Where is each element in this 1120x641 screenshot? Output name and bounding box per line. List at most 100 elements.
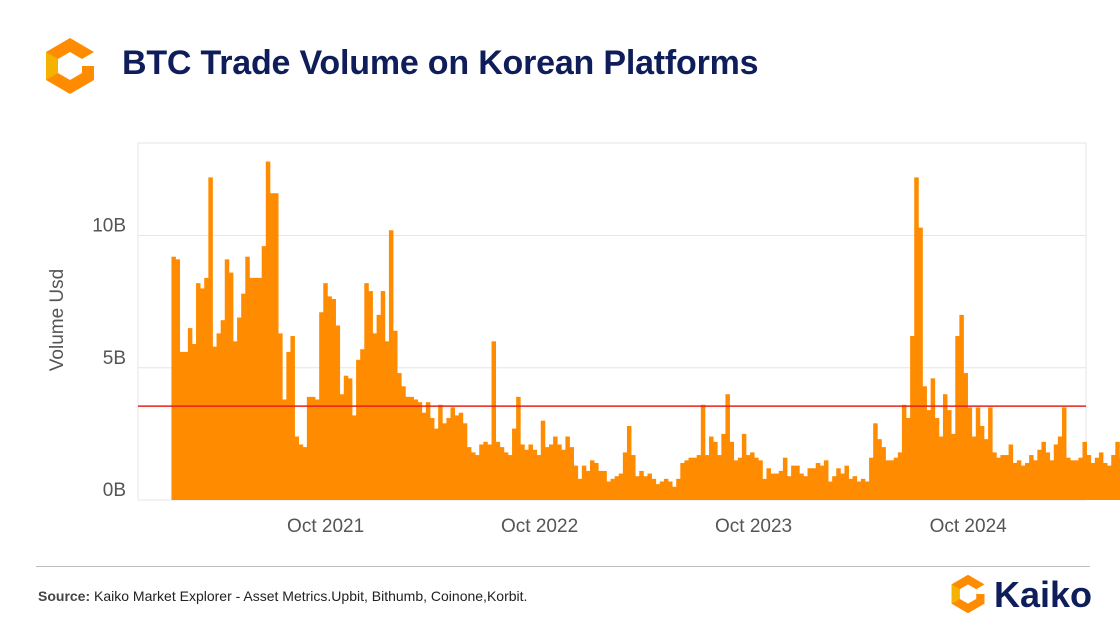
volume-bar bbox=[1012, 462, 1018, 500]
volume-bar bbox=[918, 227, 923, 500]
volume-bar bbox=[397, 373, 402, 500]
volume-bar bbox=[663, 478, 669, 500]
volume-bar bbox=[458, 412, 464, 500]
volume-bar bbox=[910, 336, 915, 500]
volume-bar bbox=[618, 473, 624, 500]
volume-bar bbox=[1066, 457, 1071, 500]
volume-bar bbox=[733, 460, 739, 500]
volume-bar bbox=[278, 333, 283, 500]
volume-bar bbox=[791, 465, 796, 500]
volume-bar bbox=[208, 177, 213, 500]
volume-bar bbox=[836, 468, 841, 500]
volume-bar bbox=[294, 436, 300, 500]
volume-bar bbox=[975, 407, 981, 500]
volume-bar bbox=[1016, 460, 1022, 500]
volume-bar bbox=[992, 452, 997, 500]
source-text: Kaiko Market Explorer - Asset Metrics.Up… bbox=[94, 588, 528, 604]
x-tick-label: Oct 2023 bbox=[715, 516, 792, 537]
volume-bar bbox=[594, 462, 599, 500]
kaiko-hexagon-logo-icon bbox=[951, 574, 985, 614]
volume-bar bbox=[606, 481, 611, 500]
volume-bar bbox=[257, 277, 263, 500]
volume-bar bbox=[721, 433, 726, 500]
volume-bar bbox=[438, 404, 443, 500]
volume-bar bbox=[1029, 455, 1034, 500]
volume-bar bbox=[298, 444, 304, 500]
volume-bar bbox=[315, 399, 320, 500]
volume-bar bbox=[343, 375, 349, 500]
volume-bar bbox=[815, 462, 821, 500]
volume-bar bbox=[959, 314, 964, 500]
volume-bar bbox=[614, 476, 620, 500]
volume-bar bbox=[323, 283, 328, 500]
volume-bar bbox=[512, 428, 517, 500]
volume-bar bbox=[265, 161, 271, 500]
volume-bar bbox=[622, 452, 628, 500]
brand-name: Kaiko bbox=[994, 574, 1093, 615]
volume-bar bbox=[528, 444, 533, 500]
volume-bar bbox=[590, 460, 595, 500]
volume-bar bbox=[1115, 441, 1120, 500]
volume-bar bbox=[823, 460, 829, 500]
volume-bar bbox=[795, 465, 800, 500]
x-tick-label: Oct 2022 bbox=[501, 516, 578, 537]
volume-bar bbox=[454, 415, 460, 500]
volume-bar bbox=[569, 447, 574, 500]
volume-bar bbox=[717, 455, 722, 500]
volume-bar bbox=[368, 291, 373, 500]
volume-bar bbox=[393, 330, 398, 500]
volume-bar bbox=[1090, 462, 1096, 500]
volume-bar bbox=[196, 283, 201, 500]
volume-bar bbox=[877, 439, 882, 500]
volume-bar bbox=[696, 455, 702, 500]
volume-bar bbox=[553, 436, 558, 500]
volume-bar bbox=[971, 436, 977, 500]
volume-bar bbox=[413, 399, 419, 500]
volume-bar bbox=[548, 444, 554, 500]
volume-bar bbox=[274, 193, 279, 501]
volume-bar bbox=[339, 394, 345, 500]
volume-bar bbox=[212, 346, 217, 500]
volume-bar bbox=[175, 259, 181, 500]
volume-bar bbox=[938, 436, 944, 500]
volume-bar bbox=[516, 396, 521, 500]
volume-bar bbox=[655, 484, 661, 500]
volume-bar bbox=[811, 468, 817, 500]
y-tick-label: 0B bbox=[103, 480, 126, 501]
volume-bar bbox=[286, 351, 291, 500]
volume-bar bbox=[852, 476, 858, 500]
volume-bar bbox=[1020, 465, 1026, 500]
volume-bar bbox=[524, 449, 529, 500]
volume-bar bbox=[828, 481, 833, 500]
volume-bar bbox=[848, 478, 854, 500]
volume-bar bbox=[1103, 462, 1108, 500]
volume-bar bbox=[425, 402, 431, 500]
volume-bar bbox=[302, 447, 308, 500]
volume-bar bbox=[869, 457, 874, 500]
volume-bar bbox=[1061, 407, 1067, 500]
volume-bar bbox=[1053, 444, 1059, 500]
volume-bar bbox=[676, 478, 681, 500]
volume-bar bbox=[261, 246, 267, 500]
volume-bar bbox=[942, 394, 948, 500]
volume-bar bbox=[840, 473, 845, 500]
volume-bar bbox=[237, 317, 242, 500]
volume-bar bbox=[1078, 457, 1083, 500]
volume-bar bbox=[269, 193, 275, 501]
volume-bar bbox=[983, 439, 989, 500]
volume-bar bbox=[335, 325, 341, 500]
y-axis-label: Volume Usd bbox=[47, 269, 68, 371]
volume-bar bbox=[643, 476, 648, 500]
volume-bar bbox=[462, 423, 468, 500]
volume-bar bbox=[692, 457, 698, 500]
volume-bar bbox=[405, 396, 410, 500]
volume-bar bbox=[290, 336, 295, 500]
volume-bar bbox=[409, 396, 414, 500]
volume-bar bbox=[446, 418, 451, 500]
volume-bar bbox=[216, 333, 222, 500]
volume-bar bbox=[360, 349, 365, 500]
volume-bar bbox=[183, 351, 189, 500]
volume-bar bbox=[249, 277, 254, 500]
volume-bar bbox=[901, 404, 907, 500]
volume-bar bbox=[1057, 436, 1063, 500]
